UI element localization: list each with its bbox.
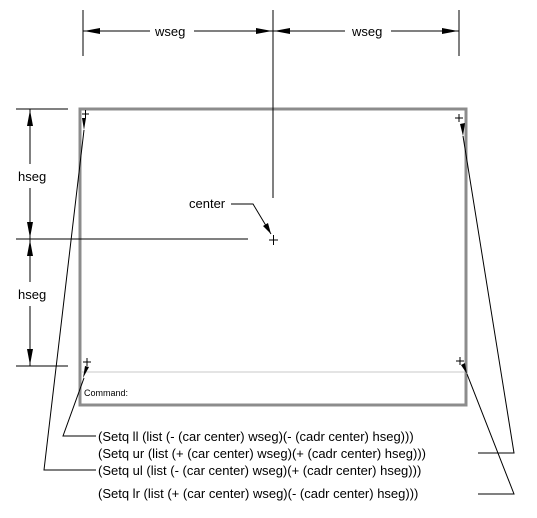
code-line-ll: (Setq ll (list (- (car center) wseg)(- (… — [98, 429, 414, 444]
leader-ur — [462, 135, 515, 454]
command-prompt: Command: — [84, 388, 128, 398]
corner-ul-marker — [82, 110, 89, 118]
leader-lr — [466, 373, 515, 495]
arrow-wseg-left-start — [84, 28, 100, 34]
corner-ul-arrow — [82, 118, 86, 130]
center-point-marker — [269, 235, 278, 245]
leader-ll — [62, 377, 96, 437]
code-line-lr: (Setq lr (list (+ (car center) wseg)(- (… — [98, 486, 418, 501]
hseg-top-label: hseg — [18, 169, 46, 184]
wseg-right-label: wseg — [351, 24, 382, 39]
leader-ul — [43, 129, 96, 471]
center-leader-arrow — [263, 223, 271, 234]
wseg-left-label: wseg — [154, 24, 185, 39]
corner-ll-arrow — [83, 366, 89, 378]
arrow-wseg-left-end — [256, 28, 272, 34]
center-label: center — [189, 196, 226, 211]
arrow-wseg-right-end — [442, 28, 458, 34]
arrow-hseg-bottom-end — [27, 349, 33, 365]
arrow-hseg-top-end — [27, 222, 33, 238]
corner-ur-arrow — [460, 123, 465, 136]
corner-lr-arrow — [461, 363, 467, 374]
corner-ll-marker — [83, 358, 91, 366]
code-line-ur: (Setq ur (list (+ (car center) wseg)(+ (… — [98, 446, 426, 461]
corner-ur-marker — [455, 114, 463, 122]
arrow-wseg-right-start — [274, 28, 290, 34]
hseg-bottom-label: hseg — [18, 287, 46, 302]
code-line-ul: (Setq ul (list (- (car center) wseg)(+ (… — [98, 463, 421, 478]
corner-lr-marker — [456, 357, 464, 365]
arrow-hseg-top-start — [27, 110, 33, 126]
arrow-hseg-bottom-start — [27, 240, 33, 256]
center-leader — [231, 203, 272, 235]
